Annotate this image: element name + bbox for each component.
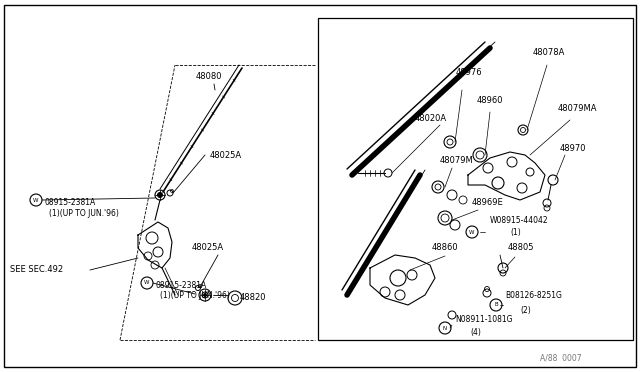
Text: 48025A: 48025A [192, 244, 224, 253]
Circle shape [157, 192, 163, 198]
Text: 08915-2381A: 08915-2381A [155, 280, 206, 289]
Text: W08915-44042: W08915-44042 [490, 215, 548, 224]
Text: 48820: 48820 [240, 294, 266, 302]
Text: 48080: 48080 [196, 71, 223, 80]
Text: W: W [144, 280, 150, 285]
Text: 48079MA: 48079MA [558, 103, 598, 112]
Text: W: W [33, 198, 39, 202]
Text: 48960: 48960 [477, 96, 504, 105]
Text: 08915-2381A: 08915-2381A [44, 198, 95, 206]
Text: SEE SEC.492: SEE SEC.492 [10, 266, 63, 275]
Text: 48805: 48805 [508, 244, 534, 253]
Text: B: B [494, 302, 498, 308]
Text: (2): (2) [520, 305, 531, 314]
Text: (1)(UP TO JUN.'96): (1)(UP TO JUN.'96) [49, 208, 119, 218]
Text: W: W [469, 230, 475, 234]
Text: N: N [443, 326, 447, 330]
Text: 48020A: 48020A [415, 113, 447, 122]
Text: (4): (4) [470, 327, 481, 337]
Bar [318, 18, 633, 340]
Text: 48970: 48970 [560, 144, 586, 153]
Text: 48976: 48976 [456, 67, 483, 77]
Text: 48025A: 48025A [210, 151, 242, 160]
Text: N08911-1081G: N08911-1081G [455, 315, 513, 324]
Text: 48860: 48860 [432, 244, 459, 253]
Text: 48078A: 48078A [533, 48, 565, 57]
Text: A/88  0007: A/88 0007 [540, 353, 582, 362]
Text: B08126-8251G: B08126-8251G [505, 291, 562, 299]
Text: 48079M: 48079M [440, 155, 474, 164]
Text: (1)(UP TO JUN.'96): (1)(UP TO JUN.'96) [160, 292, 230, 301]
Text: (1): (1) [510, 228, 521, 237]
Circle shape [204, 294, 207, 296]
Text: 48969E: 48969E [472, 198, 504, 206]
